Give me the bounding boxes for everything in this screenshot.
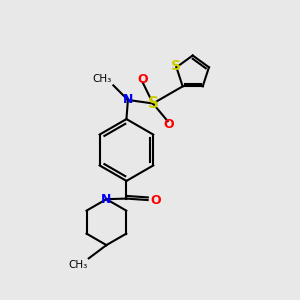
Text: O: O [163,118,174,130]
Text: O: O [137,74,148,86]
Text: S: S [171,59,181,73]
Text: N: N [101,193,112,206]
Text: N: N [123,93,133,106]
Text: CH₃: CH₃ [68,260,88,270]
Text: CH₃: CH₃ [93,74,112,84]
Text: S: S [147,96,158,111]
Text: O: O [151,194,161,207]
